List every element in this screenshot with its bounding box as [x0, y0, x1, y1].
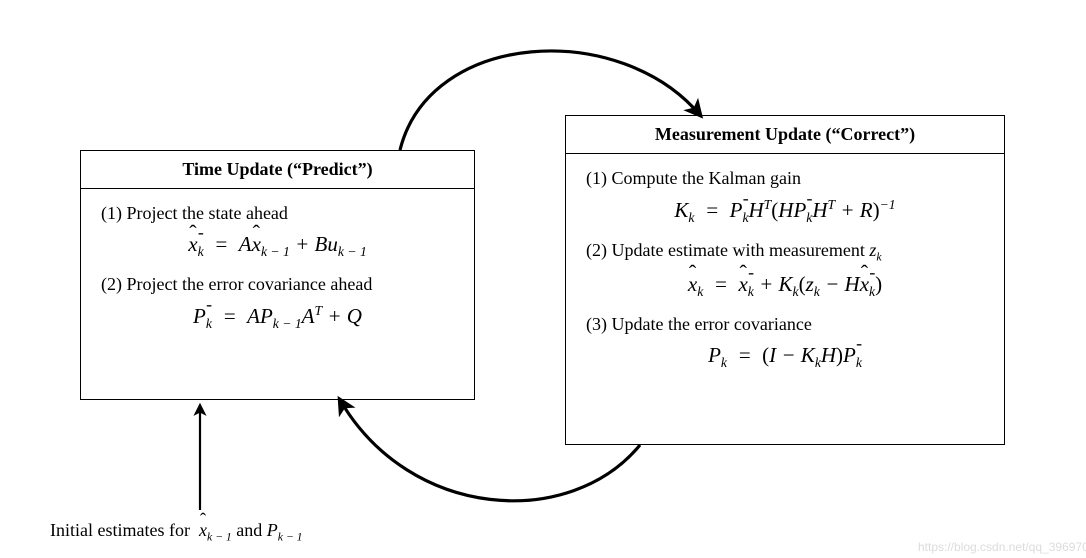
initial-estimates-caption: Initial estimates for xk − 1 and Pk − 1: [50, 520, 303, 544]
time-step2-label: (2) Project the error covariance ahead: [101, 274, 454, 295]
meas-step3-equation: Pk = (I − KkH)Pk: [586, 343, 984, 371]
meas-step1-label: (1) Compute the Kalman gain: [586, 168, 984, 189]
watermark-text: https://blog.csdn.net/qq_39697027: [918, 540, 1086, 554]
time-update-body: (1) Project the state ahead xk = Axk − 1…: [81, 189, 474, 364]
measurement-update-box: Measurement Update (“Correct”) (1) Compu…: [565, 115, 1005, 445]
measurement-update-title: Measurement Update (“Correct”): [566, 116, 1004, 154]
time-update-box: Time Update (“Predict”) (1) Project the …: [80, 150, 475, 400]
time-step1-label: (1) Project the state ahead: [101, 203, 454, 224]
meas-step3-label: (3) Update the error covariance: [586, 314, 984, 335]
meas-step1-equation: Kk = PkHT(HPkHT + R)−1: [586, 197, 984, 226]
time-update-title: Time Update (“Predict”): [81, 151, 474, 189]
meas-step2-equation: xk = xk + Kk(zk − Hxk): [586, 272, 984, 300]
measurement-update-body: (1) Compute the Kalman gain Kk = PkHT(HP…: [566, 154, 1004, 403]
time-step2-equation: Pk = APk − 1AT + Q: [101, 303, 454, 332]
meas-step2-label: (2) Update estimate with measurement zk: [586, 240, 984, 264]
time-step1-equation: xk = Axk − 1 + Buk − 1: [101, 232, 454, 260]
